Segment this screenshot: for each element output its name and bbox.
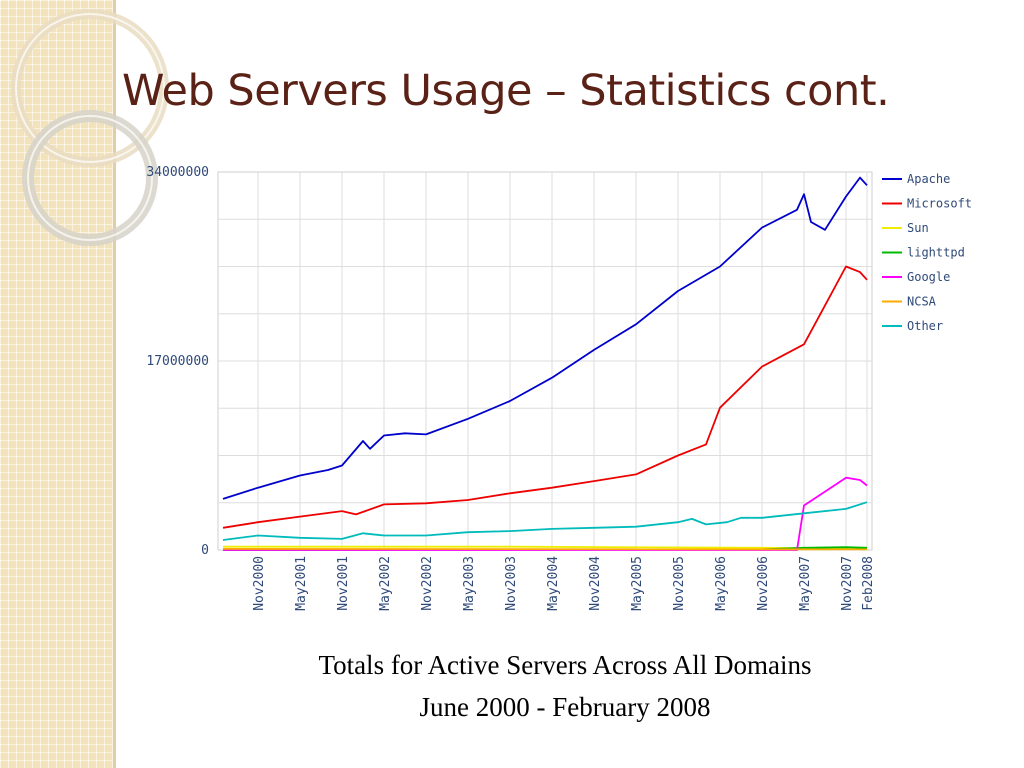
legend-label-other: Other — [907, 319, 943, 333]
chart-caption-line-2: June 2000 - February 2008 — [419, 692, 711, 722]
chart-caption-line-1: Totals for Active Servers Across All Dom… — [318, 650, 812, 680]
sidebar-edge — [113, 0, 116, 768]
legend-label-google: Google — [907, 270, 950, 284]
legend-label-apache: Apache — [907, 172, 950, 186]
x-tick-label: May2002 — [378, 556, 393, 611]
x-tick-label: Feb2008 — [861, 556, 876, 611]
decorative-rings — [11, 9, 169, 246]
x-tick-label: Nov2007 — [840, 556, 855, 611]
x-tick-label: May2005 — [630, 556, 645, 611]
x-tick-label: Nov2000 — [252, 556, 267, 611]
x-tick-label: Nov2002 — [420, 556, 435, 611]
x-tick-label: Nov2001 — [336, 556, 351, 611]
legend-label-lighttpd: lighttpd — [907, 246, 965, 260]
x-tick-label: May2003 — [462, 556, 477, 611]
series-line-ncsa — [222, 547, 868, 551]
x-tick-label: May2007 — [798, 556, 813, 611]
y-tick-label: 0 — [201, 543, 209, 558]
legend-label-microsoft: Microsoft — [907, 197, 972, 211]
x-tick-label: Nov2005 — [672, 556, 687, 611]
series-line-microsoft — [222, 265, 868, 529]
series-line-apache — [222, 176, 868, 500]
x-tick-label: May2001 — [294, 556, 309, 611]
legend-label-ncsa: NCSA — [907, 295, 937, 309]
legend-label-sun: Sun — [907, 221, 929, 235]
web-servers-line-chart: Nov2000 May2001 Nov2001 May2002 Nov2002 May20… — [146, 165, 972, 611]
x-tick-label: May2006 — [714, 556, 729, 611]
series-line-other — [222, 501, 868, 541]
x-tick-label: May2004 — [546, 556, 561, 611]
y-tick-label: 17000000 — [146, 354, 209, 369]
x-tick-label: Nov2004 — [588, 556, 603, 611]
x-tick-label: Nov2003 — [504, 556, 519, 611]
slide-title: Web Servers Usage – Statistics cont. — [122, 66, 890, 116]
y-tick-label: 34000000 — [146, 165, 209, 180]
x-tick-label: Nov2006 — [756, 556, 771, 611]
